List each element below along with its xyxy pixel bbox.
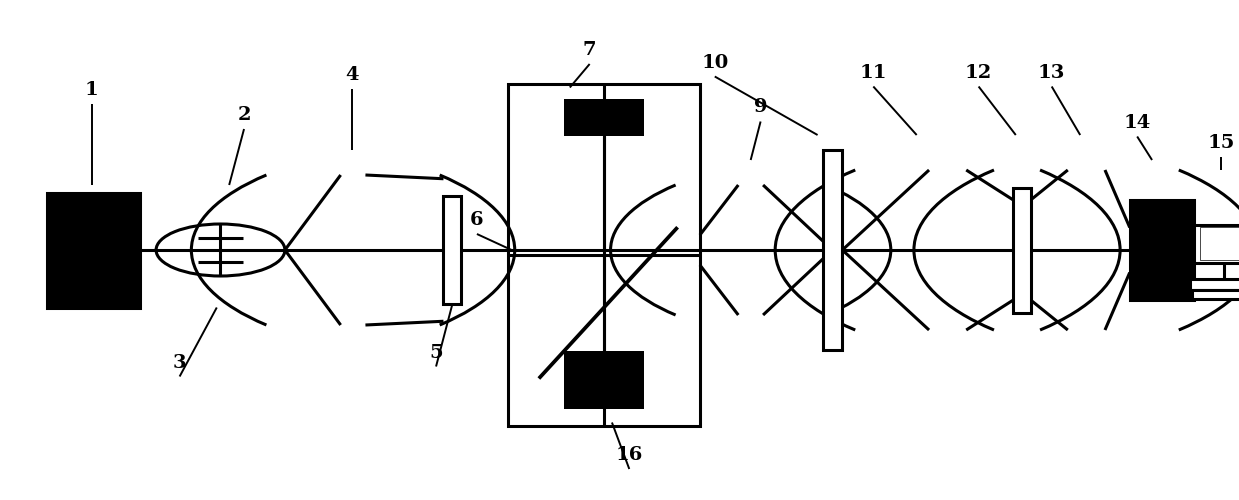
Bar (564, 99, 644, 136)
Text: 16: 16 (616, 446, 643, 464)
Text: 3: 3 (172, 354, 186, 372)
Bar (47, 192, 140, 308)
Bar (1201, 227, 1239, 260)
Text: 12: 12 (965, 64, 992, 82)
Bar (823, 150, 843, 350)
Text: 7: 7 (582, 41, 596, 59)
Text: 10: 10 (701, 54, 729, 72)
Bar (564, 351, 644, 409)
Bar (1130, 200, 1194, 300)
Text: 14: 14 (1124, 114, 1151, 132)
Text: 11: 11 (860, 64, 887, 82)
Bar (444, 196, 461, 304)
Text: 15: 15 (1208, 134, 1235, 152)
Bar (1014, 188, 1031, 312)
Text: 9: 9 (753, 98, 767, 116)
Text: 5: 5 (429, 344, 442, 361)
Bar (1192, 290, 1239, 298)
Text: 1: 1 (84, 81, 99, 99)
Bar (1194, 224, 1239, 262)
Text: 4: 4 (344, 66, 358, 84)
Text: 6: 6 (470, 211, 483, 229)
Bar (1189, 278, 1239, 289)
Text: 13: 13 (1038, 64, 1066, 82)
Text: 8: 8 (608, 381, 622, 399)
Bar (508, 84, 700, 426)
Text: 2: 2 (238, 106, 250, 124)
